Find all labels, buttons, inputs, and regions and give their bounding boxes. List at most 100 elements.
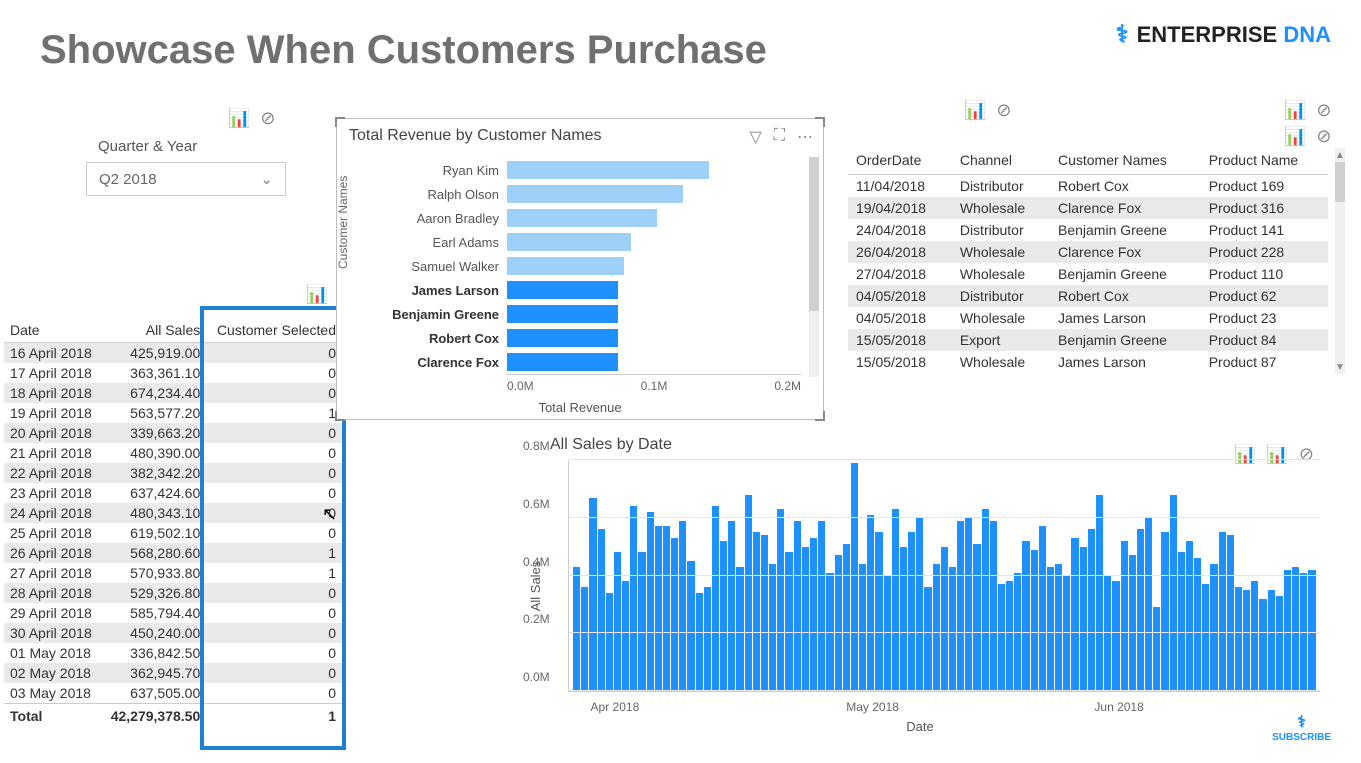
clear-icon[interactable]: ⊘ bbox=[260, 108, 275, 129]
bar-icon[interactable]: 📊 bbox=[964, 100, 986, 121]
column-bar[interactable] bbox=[1145, 518, 1152, 691]
column-bar[interactable] bbox=[777, 509, 784, 691]
column-bar[interactable] bbox=[924, 587, 931, 691]
column-bar[interactable] bbox=[655, 526, 662, 691]
column-bar[interactable] bbox=[835, 555, 842, 691]
table-row[interactable]: 16 April 2018425,919.000 bbox=[4, 343, 342, 364]
column-bar[interactable] bbox=[1153, 607, 1160, 691]
table-row[interactable]: 04/05/2018DistributorRobert CoxProduct 6… bbox=[848, 285, 1328, 307]
column-bar[interactable] bbox=[908, 532, 915, 691]
visual-options-1[interactable]: 📊⊘ bbox=[228, 108, 276, 129]
column-bar[interactable] bbox=[1129, 555, 1136, 691]
column-bar[interactable] bbox=[949, 567, 956, 691]
column-bar[interactable] bbox=[1031, 550, 1038, 691]
bar-row[interactable]: Clarence Fox bbox=[377, 351, 801, 373]
column-bar[interactable] bbox=[982, 509, 989, 691]
column-header[interactable]: OrderDate bbox=[848, 146, 952, 175]
column-bar[interactable] bbox=[606, 593, 613, 691]
table-row[interactable]: 29 April 2018585,794.400 bbox=[4, 603, 342, 623]
column-bar[interactable] bbox=[1137, 529, 1144, 691]
bar-row[interactable]: James Larson bbox=[377, 279, 801, 301]
column-bar[interactable] bbox=[941, 547, 948, 691]
column-bar[interactable] bbox=[622, 581, 629, 691]
column-bar[interactable] bbox=[884, 576, 891, 692]
clear-icon[interactable]: ⊘ bbox=[996, 100, 1011, 121]
column-bar[interactable] bbox=[1292, 567, 1299, 691]
column-bar[interactable] bbox=[712, 506, 719, 691]
column-bar[interactable] bbox=[1202, 584, 1209, 691]
column-bar[interactable] bbox=[875, 532, 882, 691]
column-bar[interactable] bbox=[728, 521, 735, 691]
column-bar[interactable] bbox=[1235, 587, 1242, 691]
visual-options-2[interactable]: 📊 bbox=[306, 284, 328, 305]
column-bar[interactable] bbox=[892, 509, 899, 691]
column-bar[interactable] bbox=[1170, 495, 1177, 691]
column-bar[interactable] bbox=[671, 538, 678, 691]
scroll-up-icon[interactable]: ▲ bbox=[1335, 148, 1345, 162]
column-bar[interactable] bbox=[573, 567, 580, 691]
column-bar[interactable] bbox=[1096, 495, 1103, 691]
column-bar[interactable] bbox=[1071, 538, 1078, 691]
visual-options-4[interactable]: 📊⊘ bbox=[1284, 100, 1332, 121]
column-bar[interactable] bbox=[973, 544, 980, 691]
table-row[interactable]: 26 April 2018568,280.601 bbox=[4, 543, 342, 563]
table-row[interactable]: 04/05/2018WholesaleJames LarsonProduct 2… bbox=[848, 307, 1328, 329]
chart-scrollbar[interactable] bbox=[809, 157, 819, 377]
column-bar[interactable] bbox=[1006, 581, 1013, 691]
table-row[interactable]: 01 May 2018336,842.500 bbox=[4, 643, 342, 663]
column-bar[interactable] bbox=[810, 538, 817, 691]
table-row[interactable]: 02 May 2018362,945.700 bbox=[4, 663, 342, 683]
table-row[interactable]: 21 April 2018480,390.000 bbox=[4, 443, 342, 463]
column-bar[interactable] bbox=[859, 564, 866, 691]
column-bar[interactable] bbox=[736, 567, 743, 691]
table-row[interactable]: 30 April 2018450,240.000 bbox=[4, 623, 342, 643]
table-row[interactable]: 25 April 2018619,502.100 bbox=[4, 523, 342, 543]
bar-icon[interactable]: 📊 bbox=[306, 284, 328, 305]
column-bar[interactable] bbox=[769, 564, 776, 691]
column-bar[interactable] bbox=[851, 463, 858, 691]
bar-row[interactable]: Aaron Bradley bbox=[377, 207, 801, 229]
column-bar[interactable] bbox=[843, 544, 850, 691]
column-bar[interactable] bbox=[679, 521, 686, 691]
table-row[interactable]: 23 April 2018637,424.600 bbox=[4, 483, 342, 503]
filter-icon[interactable]: ▽ bbox=[749, 127, 761, 147]
table-row[interactable]: 18 April 2018674,234.400 bbox=[4, 383, 342, 403]
column-bar[interactable] bbox=[581, 587, 588, 691]
column-bar[interactable] bbox=[704, 587, 711, 691]
column-header[interactable]: Customer Selected bbox=[206, 318, 342, 343]
column-bar[interactable] bbox=[638, 552, 645, 691]
column-bar[interactable] bbox=[1276, 596, 1283, 691]
column-bar[interactable] bbox=[1080, 547, 1087, 691]
column-bar[interactable] bbox=[1063, 576, 1070, 692]
column-bar[interactable] bbox=[1161, 532, 1168, 691]
scroll-down-icon[interactable]: ▼ bbox=[1335, 360, 1345, 374]
clear-icon[interactable]: ⊘ bbox=[1316, 100, 1331, 121]
bar-row[interactable]: Ralph Olson bbox=[377, 183, 801, 205]
column-bar[interactable] bbox=[1055, 564, 1062, 691]
column-bar[interactable] bbox=[1112, 581, 1119, 691]
column-bar[interactable] bbox=[785, 552, 792, 691]
column-bar[interactable] bbox=[1039, 526, 1046, 691]
visual-options-5[interactable]: 📊⊘ bbox=[1284, 126, 1332, 147]
column-bar[interactable] bbox=[965, 518, 972, 691]
column-bar[interactable] bbox=[647, 512, 654, 691]
column-bar[interactable] bbox=[745, 495, 752, 691]
table-row[interactable]: 11/04/2018DistributorRobert CoxProduct 1… bbox=[848, 175, 1328, 198]
table-row[interactable]: 19/04/2018WholesaleClarence FoxProduct 3… bbox=[848, 197, 1328, 219]
column-bar[interactable] bbox=[900, 547, 907, 691]
revenue-by-customer-chart[interactable]: Total Revenue by Customer Names ▽ ⛶ ⋯ Cu… bbox=[336, 118, 824, 420]
table-row[interactable]: 28 April 2018529,326.800 bbox=[4, 583, 342, 603]
table-row[interactable]: 03 May 2018637,505.000 bbox=[4, 683, 342, 704]
table-row[interactable]: 15/05/2018ExportBenjamin GreeneProduct 8… bbox=[848, 329, 1328, 351]
column-bar[interactable] bbox=[663, 526, 670, 691]
column-bar[interactable] bbox=[867, 515, 874, 691]
column-bar[interactable] bbox=[818, 521, 825, 691]
column-bar[interactable] bbox=[598, 529, 605, 691]
column-bar[interactable] bbox=[1047, 567, 1054, 691]
column-bar[interactable] bbox=[998, 584, 1005, 691]
bar-row[interactable]: Earl Adams bbox=[377, 231, 801, 253]
more-icon[interactable]: ⋯ bbox=[797, 127, 813, 147]
column-bar[interactable] bbox=[1268, 590, 1275, 691]
column-bar[interactable] bbox=[933, 564, 940, 691]
column-bar[interactable] bbox=[720, 541, 727, 691]
